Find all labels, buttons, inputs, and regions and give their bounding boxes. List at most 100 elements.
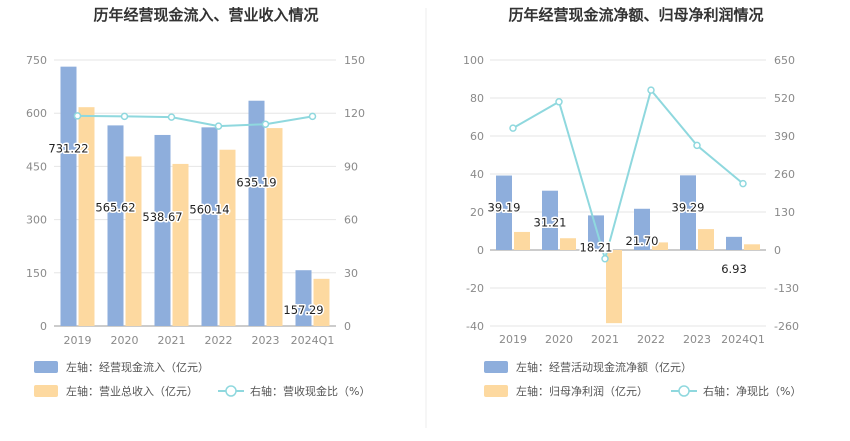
bar-primary bbox=[542, 190, 558, 250]
left-axis-tick-label: 100 bbox=[463, 54, 484, 67]
bar-secondary bbox=[514, 231, 530, 250]
left-axis-tick-label: 150 bbox=[26, 267, 47, 280]
x-axis-tick-label: 2021 bbox=[591, 333, 619, 346]
right-axis-tick-label: 60 bbox=[344, 214, 358, 227]
bar-primary bbox=[154, 134, 171, 326]
bar-secondary bbox=[78, 107, 95, 326]
bar-secondary bbox=[744, 244, 760, 250]
legend-label: 右轴：营收现金比（%） bbox=[250, 384, 370, 398]
x-axis-tick-label: 2023 bbox=[683, 333, 711, 346]
data-label: 731.22 bbox=[48, 142, 88, 156]
bar-secondary bbox=[219, 149, 236, 326]
bar-primary bbox=[634, 208, 650, 250]
legend-label: 左轴：经营现金流入（亿元） bbox=[66, 360, 209, 374]
data-label: 18.21 bbox=[580, 240, 613, 254]
bar-primary bbox=[295, 270, 312, 326]
right-axis-tick-label: 30 bbox=[344, 267, 358, 280]
x-axis-tick-label: 2021 bbox=[158, 334, 186, 347]
right-axis-tick-label: 390 bbox=[774, 130, 795, 143]
bar-secondary bbox=[125, 156, 142, 326]
x-axis-tick-label: 2020 bbox=[545, 333, 573, 346]
bar-secondary bbox=[266, 128, 283, 326]
bar-primary bbox=[107, 125, 124, 327]
chart-title: 历年经营现金流入、营业收入情况 bbox=[93, 6, 318, 24]
left-axis-tick-label: 300 bbox=[26, 214, 47, 227]
line-point bbox=[261, 120, 270, 128]
data-label: 6.93 bbox=[721, 262, 747, 276]
left-axis-tick-label: -40 bbox=[466, 320, 484, 333]
line-point bbox=[308, 112, 317, 121]
x-axis-tick-label: 2020 bbox=[111, 334, 139, 347]
left-axis-tick-label: 60 bbox=[470, 130, 484, 143]
left-axis-tick-label: 750 bbox=[26, 54, 47, 67]
bar-primary bbox=[726, 236, 742, 250]
legend-line-marker bbox=[678, 385, 690, 397]
right-axis-tick-label: -260 bbox=[774, 320, 799, 333]
left-axis-tick-label: 450 bbox=[26, 160, 47, 173]
right-axis-tick-label: 0 bbox=[344, 320, 351, 333]
left-axis-tick-label: 40 bbox=[470, 168, 484, 181]
bar-secondary bbox=[172, 163, 189, 326]
x-axis-tick-label: 2022 bbox=[205, 334, 233, 347]
bar-primary bbox=[201, 127, 218, 327]
data-label: 31.21 bbox=[534, 216, 567, 230]
data-label: 39.19 bbox=[488, 201, 521, 215]
x-axis-tick-label: 2024Q1 bbox=[721, 333, 765, 346]
data-label: 21.70 bbox=[626, 234, 659, 248]
legend-label: 左轴：经营活动现金流净额（亿元） bbox=[516, 360, 692, 374]
chart-panel-cash-inflow: 历年经营现金流入、营业收入情况 0 150 300 450 600 750 0 30 60 90 1… bbox=[26, 6, 370, 398]
right-axis-tick-label: 120 bbox=[344, 107, 365, 120]
right-axis-tick-label: 130 bbox=[774, 206, 795, 219]
data-label: 565.62 bbox=[95, 200, 135, 214]
bar-secondary bbox=[698, 229, 714, 250]
x-axis-tick-label: 2022 bbox=[637, 333, 665, 346]
line-point bbox=[555, 98, 563, 106]
series-line bbox=[512, 87, 744, 263]
x-axis-tick-label: 2019 bbox=[64, 334, 92, 347]
right-axis-tick-label: 520 bbox=[774, 92, 795, 105]
data-label: 39.29 bbox=[672, 200, 705, 214]
bar-primary bbox=[496, 175, 512, 250]
right-axis-tick-label: 0 bbox=[774, 244, 781, 257]
chart-panel-net-cash: 历年经营现金流净额、归母净利润情况 -40 -20 0 20 40 60 80 100 -260… bbox=[463, 6, 801, 398]
x-axis-tick-label: 2019 bbox=[499, 333, 527, 346]
left-axis-tick-label: 0 bbox=[40, 320, 47, 333]
bar-secondary bbox=[652, 242, 668, 250]
line-point bbox=[120, 112, 129, 121]
x-axis-tick-label: 2023 bbox=[252, 334, 280, 347]
bar-secondary bbox=[313, 278, 330, 326]
line-point bbox=[509, 124, 517, 132]
bar-primary bbox=[680, 175, 696, 250]
right-axis-tick-label: 150 bbox=[344, 54, 365, 67]
line-point bbox=[647, 86, 655, 94]
data-label: 157.29 bbox=[283, 303, 323, 317]
bar-secondary bbox=[560, 238, 576, 250]
left-axis-tick-label: 80 bbox=[470, 92, 484, 105]
line-point bbox=[167, 113, 176, 121]
bar-primary bbox=[248, 100, 265, 327]
series-line bbox=[77, 114, 313, 128]
legend-swatch bbox=[484, 385, 508, 397]
bar-primary bbox=[60, 66, 77, 326]
legend-swatch bbox=[34, 361, 58, 373]
left-axis-tick-label: -20 bbox=[466, 282, 484, 295]
line-point bbox=[601, 255, 609, 263]
data-label: 560.14 bbox=[189, 202, 229, 216]
legend-swatch bbox=[484, 361, 508, 373]
left-axis-tick-label: 600 bbox=[26, 107, 47, 120]
line-point bbox=[214, 122, 223, 130]
legend-swatch bbox=[34, 385, 58, 397]
legend-label: 左轴：营业总收入（亿元） bbox=[66, 384, 198, 398]
bar-secondary bbox=[606, 250, 622, 324]
right-axis-tick-label: 260 bbox=[774, 168, 795, 181]
x-axis-tick-label: 2024Q1 bbox=[291, 334, 335, 347]
data-label: 635.19 bbox=[236, 176, 276, 190]
legend-label: 右轴：净现比（%） bbox=[703, 384, 801, 398]
right-axis-tick-label: -130 bbox=[774, 282, 799, 295]
chart-title: 历年经营现金流净额、归母净利润情况 bbox=[508, 6, 763, 24]
line-point bbox=[73, 112, 82, 120]
left-axis-tick-label: 20 bbox=[470, 206, 484, 219]
legend-line-marker bbox=[225, 385, 237, 397]
